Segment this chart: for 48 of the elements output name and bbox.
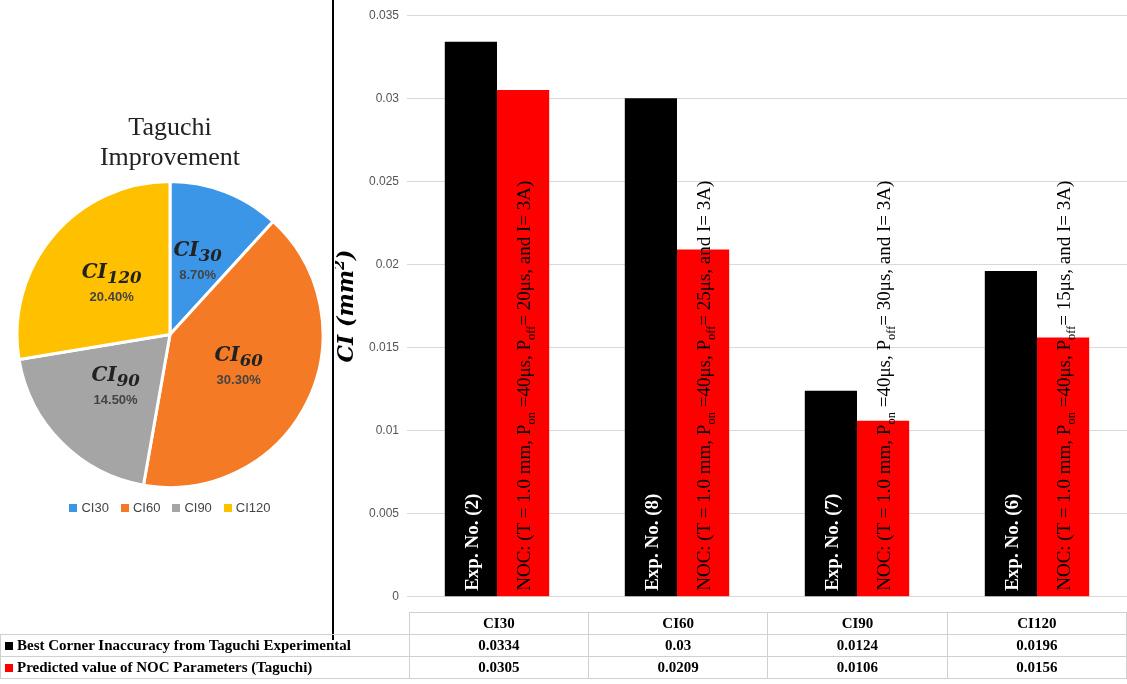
data-label: 0.03: [588, 634, 768, 657]
data-label: 0.0334: [409, 634, 589, 657]
y-tick-label: 0.005: [368, 506, 400, 521]
annotation: NOC: (T = 1.0 mm, Pon =40μs, Poff= 25μs, and I= 3A): [693, 180, 718, 591]
x-tick-label: CI90: [767, 612, 948, 635]
y-tick-label: 0.03: [375, 90, 400, 105]
x-tick-label: CI120: [947, 612, 1127, 635]
bar: [804, 390, 857, 597]
annotation: Exp. No. (7): [820, 493, 843, 591]
data-label: 0.0124: [767, 634, 948, 657]
data-label: 0.0209: [588, 656, 768, 679]
y-tick-label: 0.025: [368, 173, 400, 188]
data-label: 0.0106: [767, 656, 948, 679]
y-tick-label: 0.01: [375, 422, 400, 437]
annotation: NOC: (T = 1.0 mm, Pon =40μs, Poff= 15μs, and I= 3A): [1053, 180, 1078, 591]
annotation: Exp. No. (8): [640, 493, 663, 591]
slice-label: CI$_{120}$: [80, 259, 143, 289]
legend-label: Predicted value of NOC Parameters (Taguchi): [0, 656, 410, 679]
x-tick-label: CI30: [409, 612, 589, 635]
slice-label: CI$_{90}$: [90, 362, 141, 393]
data-label: 14.50%: [93, 392, 139, 408]
slice-label: CI$_{30}$: [172, 237, 223, 268]
legend-label: CI120: [234, 500, 271, 515]
legend-label: Best Corner Inaccuracy from Taguchi Experimental: [0, 634, 410, 657]
data-label: 0.0196: [947, 634, 1127, 657]
legend-label: CI90: [183, 500, 212, 515]
data-label: 20.40%: [89, 289, 135, 305]
annotation: NOC: (T = 1.0 mm, Pon =40μs, Poff= 20μs, and I= 3A): [513, 180, 538, 591]
y-tick-label: 0.02: [375, 256, 400, 271]
data-label: 30.30%: [216, 372, 262, 388]
x-tick-label: CI60: [588, 612, 768, 635]
legend-label: CI60: [131, 500, 161, 515]
bar: [497, 89, 550, 597]
data-label: 0.0156: [947, 656, 1127, 679]
bar: [624, 98, 677, 597]
y-tick-label: 0: [392, 589, 400, 604]
data-label: 0.0305: [409, 656, 589, 679]
y-tick-label: 0.015: [368, 339, 400, 354]
chart-title: Taguchi Improvement: [98, 112, 242, 172]
data-label: 8.70%: [179, 267, 217, 283]
bar: [984, 271, 1037, 597]
slice-label: CI$_{60}$: [213, 342, 264, 373]
annotation: Exp. No. (6): [1000, 493, 1023, 591]
annotation: Exp. No. (2): [460, 493, 483, 591]
y-tick-label: 0.035: [368, 7, 400, 22]
legend-label: CI30: [80, 500, 109, 515]
bar: [444, 41, 497, 597]
annotation: NOC: (T = 1.0 mm, Pon =40μs, Poff= 30μs, and I= 3A): [873, 180, 898, 591]
